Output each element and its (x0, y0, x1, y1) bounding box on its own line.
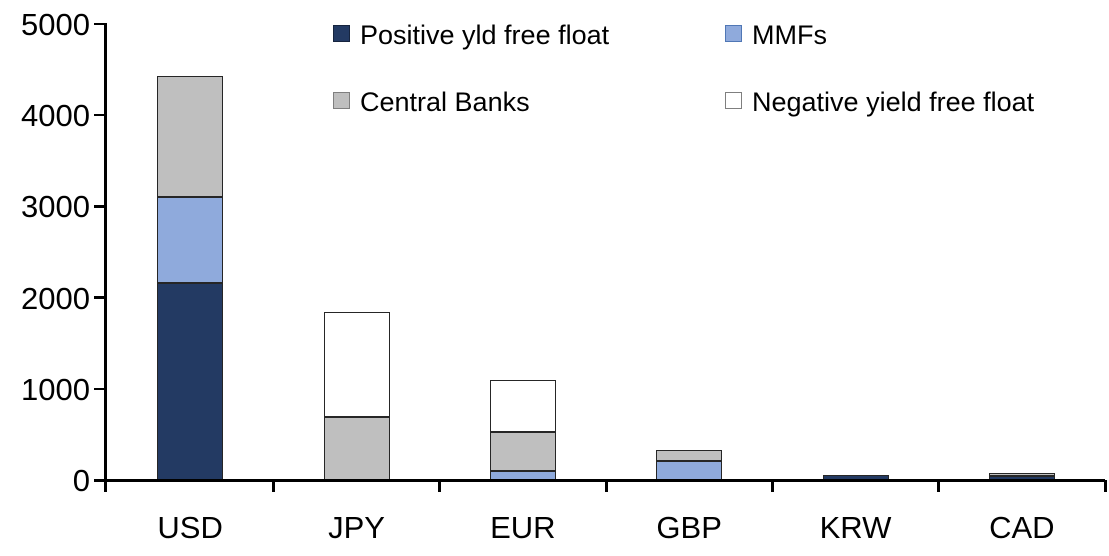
x-tick (937, 480, 941, 492)
legend-label: Positive yld free float (360, 20, 610, 50)
x-axis-label-jpy: JPY (328, 510, 385, 545)
x-tick (604, 480, 608, 492)
bar-jpy-central-banks[interactable] (323, 417, 390, 480)
bar-usd-mmfs[interactable] (157, 197, 224, 283)
legend-swatch-icon (725, 25, 742, 42)
bar-eur-negative-yield-free-float[interactable] (489, 379, 556, 432)
bar-usd-central-banks[interactable] (157, 75, 224, 198)
bar-eur-central-banks[interactable] (489, 431, 556, 471)
x-axis-label-eur: EUR (490, 510, 556, 545)
x-tick (770, 480, 774, 492)
legend-label: Central Banks (360, 87, 530, 117)
legend-swatch-icon (333, 25, 350, 42)
x-tick (1103, 480, 1107, 492)
y-tick (94, 205, 107, 208)
y-tick-label: 3000 (21, 189, 90, 225)
y-tick-label: 1000 (21, 371, 90, 407)
y-tick-label: 5000 (21, 7, 90, 42)
legend-swatch-icon (725, 92, 742, 109)
y-tick-label: 2000 (21, 280, 90, 316)
legend-label: Negative yield free float (752, 87, 1035, 117)
x-axis-label-gbp: GBP (656, 510, 722, 545)
y-tick (94, 387, 107, 391)
legend-swatch-icon (333, 92, 350, 109)
y-tick-label: 0 (72, 463, 90, 498)
y-tick (94, 22, 107, 26)
bar-gbp-central-banks[interactable] (656, 450, 723, 462)
legend-label: MMFs (752, 20, 827, 50)
y-tick (94, 478, 107, 482)
y-tick (94, 296, 107, 299)
x-tick (438, 480, 442, 492)
x-axis-label-krw: KRW (819, 510, 892, 545)
bar-cad-central-banks[interactable] (988, 473, 1055, 476)
y-tick (94, 113, 107, 117)
x-tick (271, 480, 275, 492)
bar-usd-positive-yld-free-float[interactable] (157, 283, 224, 480)
bar-jpy-negative-yield-free-float[interactable] (323, 311, 390, 418)
x-axis-line (94, 478, 1105, 482)
y-tick-label: 4000 (21, 98, 90, 134)
x-axis-label-usd: USD (157, 510, 223, 545)
bar-gbp-mmfs[interactable] (656, 461, 723, 480)
y-axis-line (104, 24, 107, 492)
x-axis-label-cad: CAD (989, 510, 1055, 545)
